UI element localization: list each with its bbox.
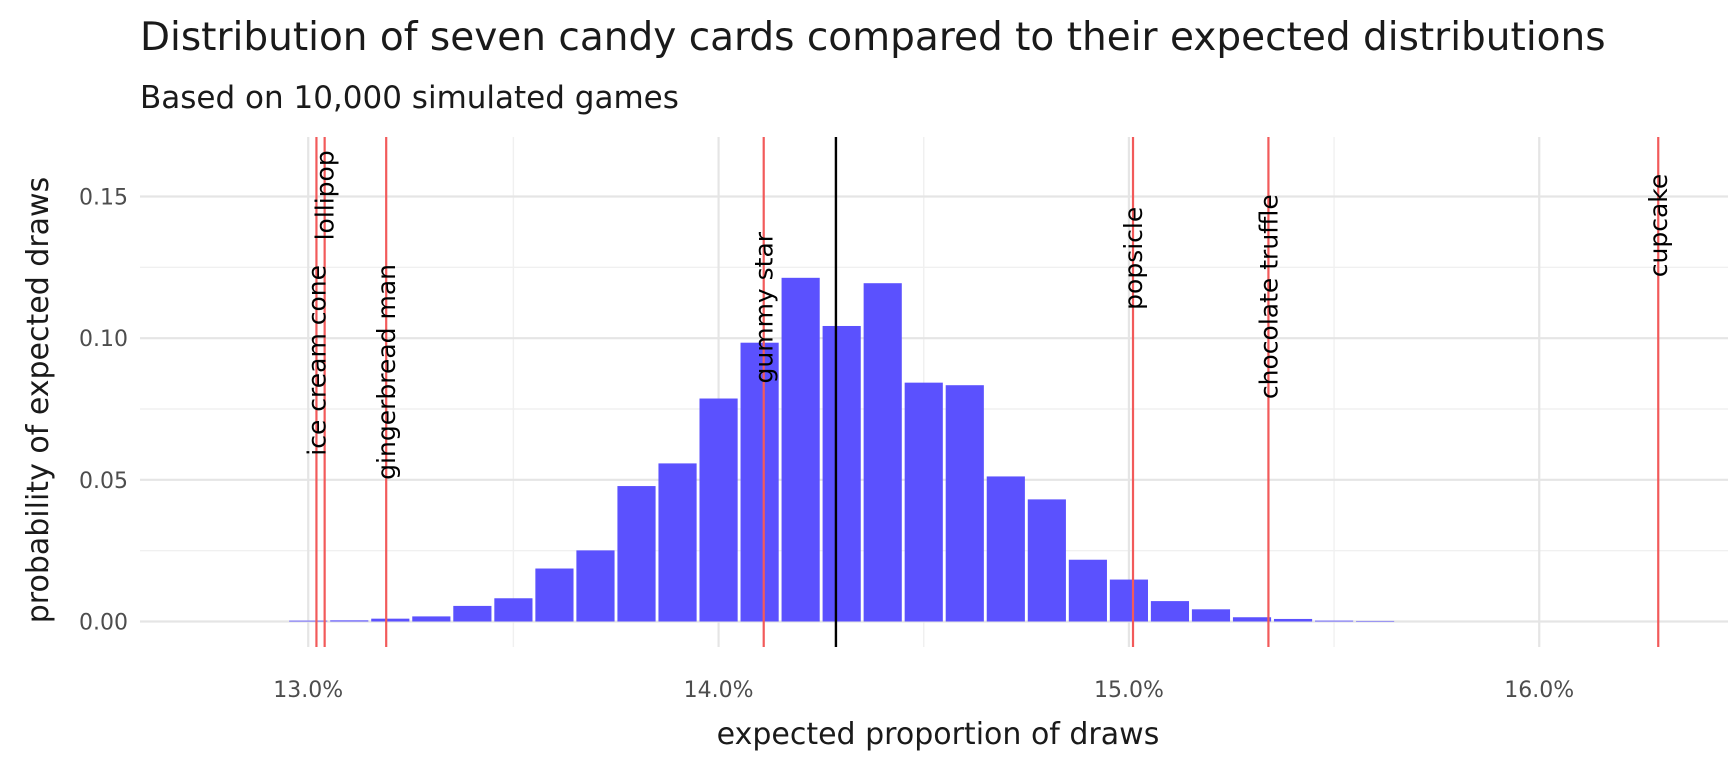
histogram-bar xyxy=(1150,601,1190,622)
histogram-bar xyxy=(904,382,943,622)
histogram-bar xyxy=(1068,559,1107,622)
card-label: popsicle xyxy=(1119,207,1148,310)
x-tick-label: 13.0% xyxy=(273,678,343,703)
histogram-bar xyxy=(1273,618,1313,622)
histogram-bar xyxy=(1191,609,1231,622)
card-label: lollipop xyxy=(311,150,340,240)
x-axis-title: expected proportion of draws xyxy=(717,717,1160,752)
histogram-bar xyxy=(658,463,697,622)
histogram-bar xyxy=(371,618,410,622)
y-axis-ticks: 0.00 0.05 0.10 0.15 xyxy=(79,186,128,636)
y-axis-title: probability of expected draws xyxy=(21,177,56,623)
chart-title: Distribution of seven candy cards compar… xyxy=(140,15,1606,60)
card-labels: ice cream cone lollipop gingerbread man gum… xyxy=(302,150,1673,480)
x-tick-label: 16.0% xyxy=(1504,678,1574,703)
y-tick-label: 0.00 xyxy=(79,611,128,636)
histogram-bar xyxy=(1109,579,1148,622)
histogram-bar xyxy=(1027,499,1066,622)
histogram-bars xyxy=(289,277,1395,622)
card-label: ice cream cone xyxy=(302,265,331,456)
y-tick-label: 0.05 xyxy=(79,469,128,494)
histogram-bar xyxy=(781,277,820,622)
histogram-bar xyxy=(617,486,656,622)
x-axis-ticks: 13.0% 14.0% 15.0% 16.0% xyxy=(273,678,1574,703)
histogram-bar xyxy=(412,616,451,622)
card-label: cupcake xyxy=(1644,174,1673,278)
histogram-bar xyxy=(945,385,984,622)
histogram-bar xyxy=(1232,617,1272,622)
histogram-bar xyxy=(740,342,779,622)
histogram-bar xyxy=(330,620,369,622)
y-tick-label: 0.15 xyxy=(79,186,128,211)
histogram-bar xyxy=(535,568,574,622)
y-tick-label: 0.10 xyxy=(79,327,128,352)
histogram-bar xyxy=(863,283,902,622)
card-label: gingerbread man xyxy=(372,264,401,480)
histogram-bar xyxy=(453,605,492,622)
x-tick-label: 14.0% xyxy=(684,678,754,703)
histogram-bar xyxy=(699,398,738,622)
histogram-bar xyxy=(1314,620,1354,622)
histogram-bar xyxy=(494,598,533,622)
card-label: gummy star xyxy=(750,231,779,383)
card-label: chocolate truffle xyxy=(1254,194,1283,399)
chart-subtitle: Based on 10,000 simulated games xyxy=(140,80,679,116)
histogram-bar xyxy=(822,325,861,622)
card-lines xyxy=(315,137,1660,647)
histogram-bar xyxy=(986,476,1025,622)
x-tick-label: 15.0% xyxy=(1094,678,1164,703)
histogram-bar xyxy=(289,620,328,622)
histogram-bar xyxy=(1356,620,1395,622)
histogram-bar xyxy=(576,550,615,622)
